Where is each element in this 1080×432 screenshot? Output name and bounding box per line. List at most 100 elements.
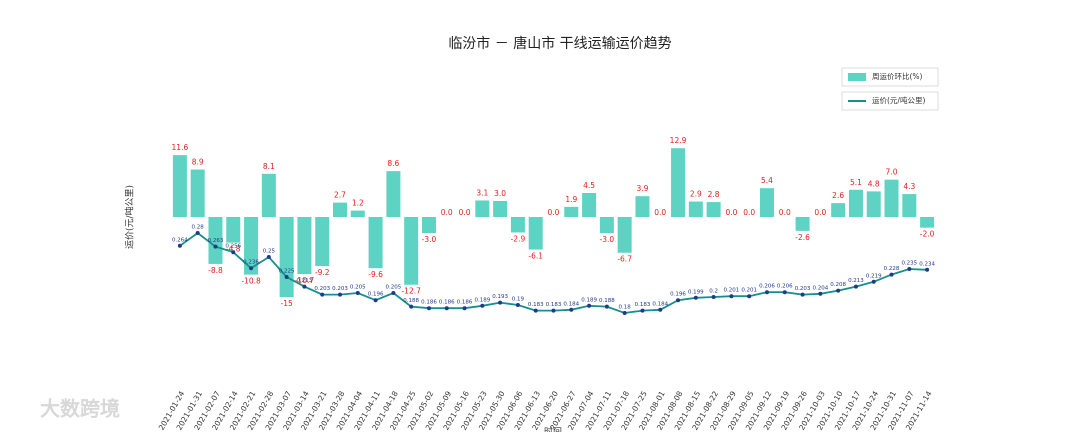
bar <box>244 217 259 275</box>
price-point <box>444 306 449 311</box>
bar <box>759 188 774 217</box>
price-value-label: 0.184 <box>652 301 668 307</box>
price-value-label: 0.25 <box>263 249 276 255</box>
price-value-label: 0.189 <box>474 297 490 303</box>
price-value-label: 0.184 <box>563 301 579 307</box>
price-point <box>782 290 787 295</box>
price-point <box>604 304 609 309</box>
bar-value-label: 1.9 <box>565 195 577 204</box>
bar-value-label: -10.7 <box>295 276 315 285</box>
price-point <box>764 290 769 295</box>
price-point <box>515 303 520 307</box>
price-value-label: 0.205 <box>386 285 402 291</box>
bar-value-label: 0.0 <box>548 208 560 217</box>
price-point <box>320 292 325 297</box>
bar-value-label: -8.8 <box>208 266 223 275</box>
price-value-label: 0.263 <box>208 238 224 244</box>
legend-label: 周运价环比(%) <box>872 71 923 81</box>
bar-value-label: -3.0 <box>422 235 437 244</box>
bar-value-label: -2.0 <box>920 230 935 239</box>
price-point <box>925 267 930 272</box>
price-point <box>747 294 752 299</box>
price-point <box>302 284 307 289</box>
price-value-label: 0.201 <box>724 288 740 294</box>
bar-value-label: 0.0 <box>743 208 755 217</box>
price-point <box>462 306 467 311</box>
bar-value-label: 0.0 <box>654 208 666 217</box>
bar-value-label: 2.8 <box>708 190 720 199</box>
price-point <box>551 308 556 313</box>
price-value-label: 0.188 <box>599 298 615 304</box>
bar <box>564 206 579 217</box>
price-value-label: 0.225 <box>279 269 295 275</box>
bar <box>671 148 686 217</box>
price-value-label: 0.189 <box>581 297 597 303</box>
price-point <box>658 307 663 312</box>
bar-value-label: 0.0 <box>459 208 471 217</box>
bar <box>208 217 223 264</box>
bar-value-label: 4.8 <box>868 179 880 188</box>
price-value-label: 0.208 <box>830 282 846 288</box>
bar-value-label: 0.0 <box>814 208 826 217</box>
legend-box <box>841 91 939 111</box>
bar <box>706 202 721 217</box>
legend-swatch <box>848 73 866 81</box>
price-point <box>426 306 431 311</box>
price-point <box>676 298 681 303</box>
price-point <box>818 291 823 296</box>
price-point <box>480 303 485 308</box>
bar-value-label: 8.6 <box>387 159 399 168</box>
bar <box>475 200 490 217</box>
bar-value-label: -2.6 <box>795 233 810 242</box>
bar <box>920 217 935 228</box>
bar-value-label: -12.7 <box>401 287 421 296</box>
price-value-label: 0.206 <box>777 284 793 290</box>
price-point <box>729 294 734 299</box>
bar-value-label: 0.0 <box>441 208 453 217</box>
bar <box>617 217 632 253</box>
price-point <box>836 288 841 293</box>
price-point <box>569 307 574 312</box>
price-value-label: 0.28 <box>192 225 205 231</box>
price-value-label: 0.2 <box>709 289 718 295</box>
bar <box>421 217 436 233</box>
price-value-label: 0.256 <box>225 244 241 250</box>
watermark: 大数跨境 <box>40 397 120 421</box>
bar-value-label: 0.0 <box>779 208 791 217</box>
price-point <box>177 243 182 248</box>
bar-value-label: -10.8 <box>241 277 261 286</box>
bar <box>386 171 401 217</box>
price-point <box>622 311 627 315</box>
bar <box>172 155 187 217</box>
price-value-label: 0.186 <box>421 300 437 306</box>
price-value-label: 0.183 <box>546 302 562 308</box>
bar <box>368 217 383 269</box>
price-value-label: 0.188 <box>403 298 419 304</box>
bar <box>297 217 312 275</box>
price-value-label: 0.199 <box>688 289 704 295</box>
chart-title: 临汾市 － 唐山市 干线运输运价趋势 <box>448 35 671 52</box>
bar <box>688 201 703 217</box>
bar <box>528 217 543 250</box>
price-point <box>231 250 236 255</box>
bar-value-label: 4.3 <box>903 182 915 191</box>
legend-label: 运价(元/吨公里) <box>872 95 925 105</box>
price-value-label: 0.186 <box>439 300 455 306</box>
bar <box>493 201 508 217</box>
price-value-label: 0.201 <box>741 288 757 294</box>
bar-value-label: 2.6 <box>832 191 844 200</box>
price-value-label: 0.196 <box>368 292 384 298</box>
bar <box>884 179 899 217</box>
price-value-label: 0.234 <box>919 261 935 267</box>
price-point <box>249 266 254 271</box>
bar-value-label: 5.4 <box>761 176 773 185</box>
price-point <box>195 231 200 235</box>
bar-value-label: 4.5 <box>583 181 595 190</box>
bar <box>333 202 348 217</box>
price-value-label: 0.186 <box>457 300 473 306</box>
price-point <box>391 291 396 295</box>
price-value-label: 0.213 <box>848 278 864 284</box>
bar-value-label: 8.9 <box>192 158 204 167</box>
bar-value-label: 2.9 <box>690 190 702 199</box>
